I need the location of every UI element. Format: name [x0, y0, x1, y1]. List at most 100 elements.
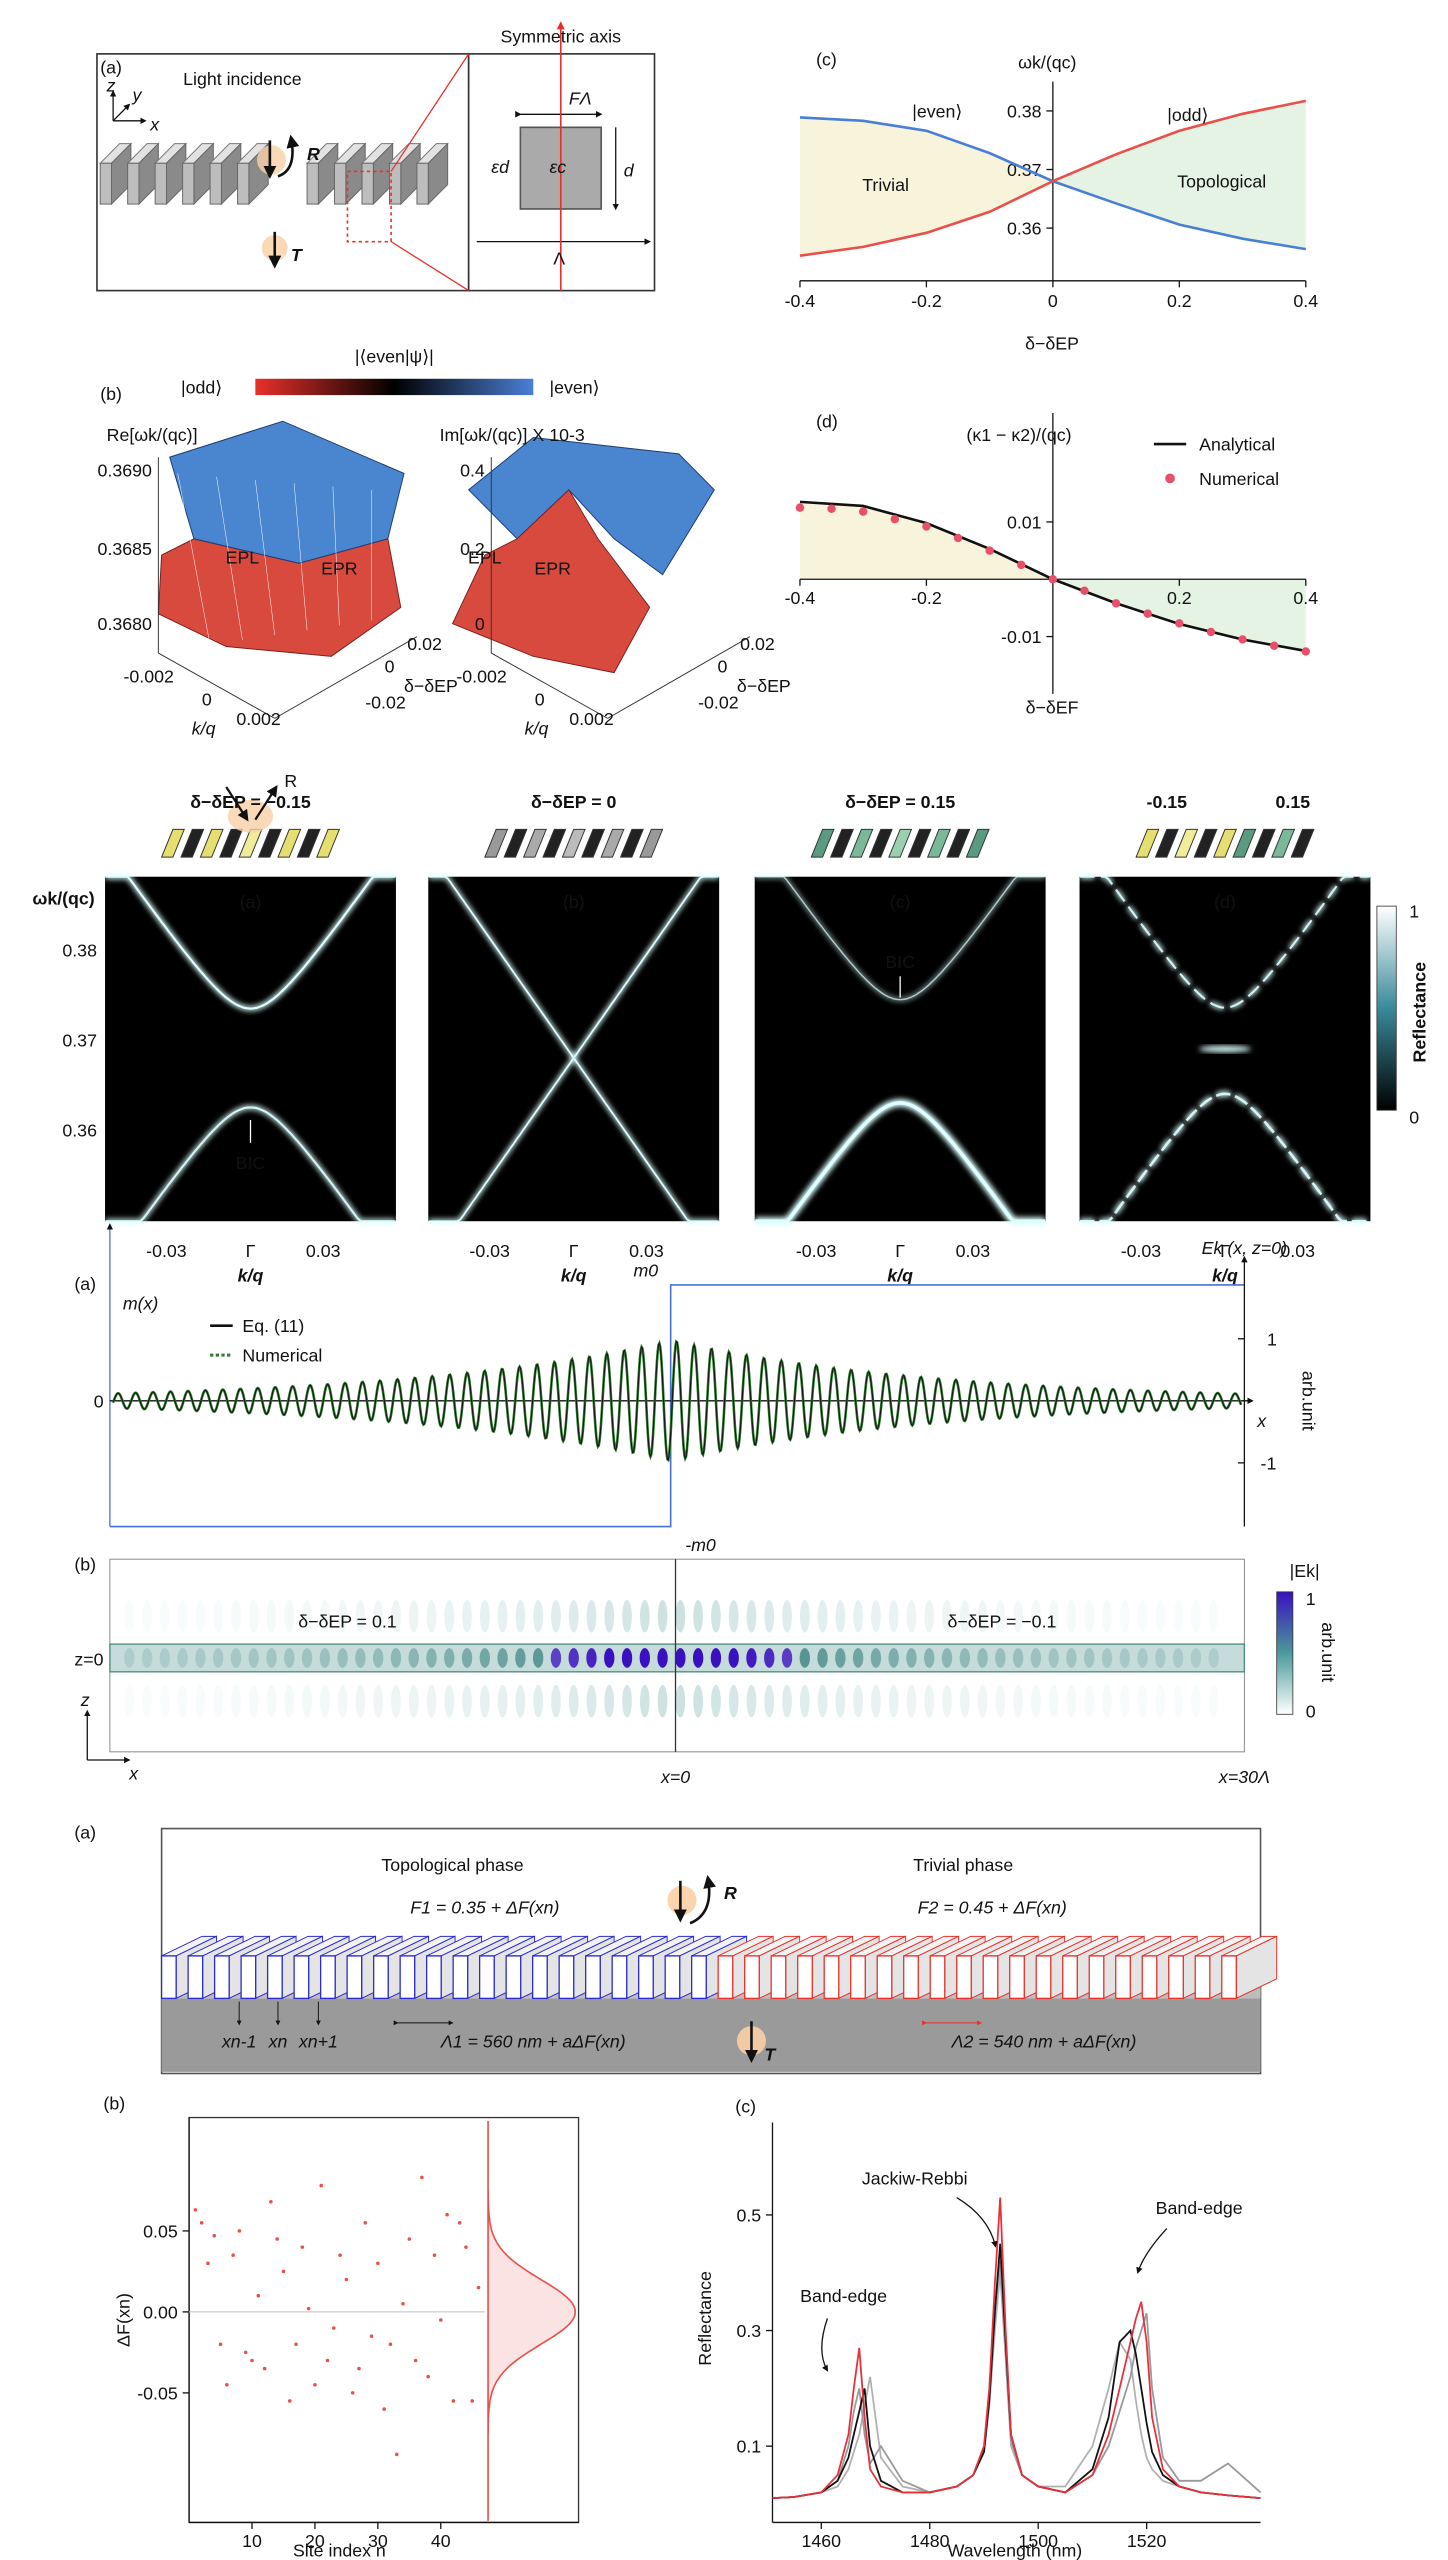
label: k/q [1212, 1266, 1238, 1286]
colorbar [1376, 905, 1397, 1111]
field-fringe [693, 1600, 703, 1633]
mass-profile [109, 1284, 1245, 1528]
field-fringe [391, 1684, 401, 1718]
label: -0.15 [1147, 792, 1188, 812]
grating-bar [361, 162, 374, 205]
line [255, 479, 275, 636]
y-tick-label: 0.38 [1007, 101, 1042, 121]
field-fringe [604, 1600, 615, 1633]
field-spot [532, 1648, 544, 1668]
band [755, 1101, 1046, 1224]
label: x=0 [660, 1767, 690, 1787]
label: δ−δEP = −0.15 [190, 792, 311, 812]
grating-bar [691, 1955, 707, 2000]
reflectance-map [428, 876, 720, 1222]
grating-bar [160, 1955, 177, 2000]
x-tick-label: 40 [431, 2531, 451, 2551]
colorbar [1276, 1591, 1294, 1715]
y-tick-label: 0.1 [736, 2437, 761, 2457]
field-fringe [497, 1684, 508, 1718]
field-fringe [479, 1684, 490, 1718]
field-fringe [302, 1600, 312, 1633]
grating-bar [1212, 828, 1238, 858]
field-fringe [302, 1684, 312, 1718]
field-fringe [444, 1684, 455, 1718]
label: 0.3685 [98, 539, 152, 559]
field-fringe [977, 1684, 988, 1718]
label: m0 [633, 1261, 658, 1281]
grating-bar [399, 1955, 416, 2000]
point [922, 522, 931, 531]
line [177, 473, 211, 645]
field-fringe [835, 1600, 846, 1633]
point [281, 2269, 286, 2274]
field-fringe [373, 1684, 384, 1718]
grating-bar [416, 162, 429, 205]
field-fringe [1084, 1600, 1095, 1633]
field-fringe [604, 1684, 615, 1718]
field-spot [284, 1648, 295, 1668]
field-fringe [1031, 1684, 1041, 1718]
point [401, 2302, 405, 2306]
field-spot [1048, 1648, 1059, 1668]
label: -m0 [685, 1535, 716, 1555]
field-spot [195, 1648, 206, 1668]
label: 0.3680 [98, 614, 152, 634]
x-tick-label: -0.2 [911, 291, 942, 311]
field-fringe [177, 1684, 188, 1718]
point [1238, 635, 1247, 644]
field-fringe [177, 1600, 188, 1633]
field-spot [248, 1648, 259, 1668]
point [206, 2261, 210, 2266]
field-fringe [568, 1684, 579, 1718]
field-spot [1137, 1648, 1148, 1668]
field-spot [390, 1648, 402, 1668]
field-fringe [533, 1684, 543, 1718]
field-spot [924, 1648, 935, 1668]
label: Eq. (11) [242, 1316, 304, 1336]
point [1301, 647, 1310, 656]
field-spot [1066, 1648, 1077, 1668]
label: k/q [192, 719, 216, 739]
point [218, 2342, 223, 2347]
point [306, 2306, 311, 2311]
grating-bar [1174, 828, 1199, 858]
label: (a) [74, 1274, 96, 1294]
grating-bar [522, 828, 547, 858]
grating-bar [452, 1955, 469, 2000]
label: Numerical [242, 1346, 322, 1366]
region-fill [799, 501, 1053, 580]
label: d [624, 160, 635, 180]
point [199, 2221, 204, 2225]
point [350, 2391, 355, 2395]
grating-bar [542, 828, 567, 858]
field-fringe [159, 1600, 170, 1633]
label: 0.4 [460, 461, 485, 481]
field-spot [746, 1648, 757, 1668]
label: xn+1 [298, 2031, 338, 2051]
label: |⟨even|ψ⟩| [355, 346, 434, 366]
grating-bar [180, 828, 205, 858]
field-fringe [462, 1684, 472, 1718]
label: Symmetric axis [501, 26, 622, 46]
glow [256, 145, 287, 175]
field-fringe [782, 1684, 792, 1718]
field-fringe [319, 1684, 330, 1718]
grating-bar [160, 828, 185, 858]
label: Ek (x, z=0) [1202, 1238, 1287, 1258]
x-tick-label: 0.2 [1167, 291, 1192, 311]
field-fringe [586, 1684, 597, 1718]
field-fringe [337, 1600, 348, 1633]
point [250, 2358, 254, 2363]
field-fringe [319, 1600, 330, 1633]
label: Reflectance [1409, 962, 1429, 1063]
label: 0 [385, 657, 395, 677]
field-fringe [657, 1600, 668, 1633]
field-fringe [959, 1600, 970, 1633]
grating-bar [266, 1955, 283, 2000]
field-spot [1101, 1648, 1113, 1668]
label: 0.03 [956, 1241, 991, 1261]
grating-bar [1115, 1955, 1131, 2000]
x-tick-label: 30 [368, 2531, 388, 2551]
grating-bar [1135, 828, 1160, 858]
